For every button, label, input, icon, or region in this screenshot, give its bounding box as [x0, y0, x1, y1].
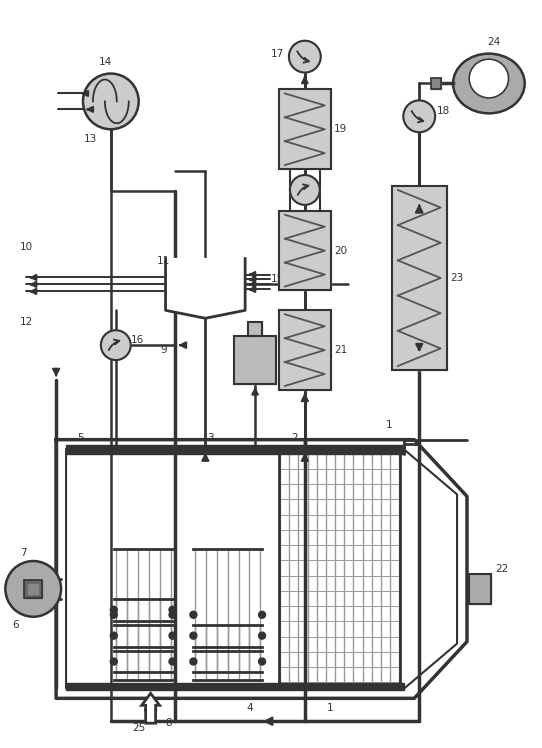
Bar: [392, 186, 447, 370]
Text: 23: 23: [450, 273, 463, 283]
Circle shape: [190, 632, 197, 639]
Text: 18: 18: [436, 106, 450, 117]
Bar: [279, 211, 331, 290]
Bar: [234, 336, 276, 384]
Text: 8: 8: [165, 718, 172, 729]
Ellipse shape: [453, 54, 525, 114]
Circle shape: [290, 175, 320, 205]
Circle shape: [289, 40, 321, 73]
Text: 21: 21: [334, 345, 347, 355]
Text: 5: 5: [78, 432, 85, 443]
Bar: [248, 322, 262, 336]
Bar: [66, 684, 404, 690]
Bar: [28, 584, 38, 594]
Bar: [431, 78, 441, 90]
Bar: [469, 574, 491, 604]
Ellipse shape: [469, 59, 508, 98]
Bar: [279, 90, 331, 169]
Polygon shape: [56, 440, 467, 699]
Text: 1: 1: [326, 703, 333, 714]
Bar: [279, 310, 331, 390]
FancyArrow shape: [141, 693, 159, 723]
Bar: [234, 336, 276, 384]
Text: 25: 25: [132, 723, 145, 733]
Circle shape: [111, 611, 117, 619]
Circle shape: [169, 611, 176, 619]
Text: 17: 17: [270, 49, 283, 58]
Text: 12: 12: [20, 317, 33, 328]
Circle shape: [169, 607, 176, 613]
Text: 22: 22: [495, 564, 508, 574]
Text: 10: 10: [20, 242, 33, 251]
Bar: [24, 580, 42, 598]
Bar: [24, 580, 42, 598]
Text: 13: 13: [85, 134, 98, 144]
Circle shape: [259, 658, 266, 665]
Text: 7: 7: [20, 548, 27, 558]
Bar: [392, 186, 447, 370]
Circle shape: [190, 658, 197, 665]
Circle shape: [259, 632, 266, 639]
Text: 24: 24: [487, 37, 500, 46]
Circle shape: [111, 632, 117, 639]
Bar: [66, 444, 404, 453]
Polygon shape: [165, 259, 245, 319]
Circle shape: [190, 611, 197, 619]
Bar: [248, 322, 262, 336]
Text: 15: 15: [270, 275, 283, 284]
Text: 1: 1: [386, 420, 393, 430]
Circle shape: [169, 632, 176, 639]
Bar: [279, 90, 331, 169]
Bar: [469, 574, 491, 604]
Text: 19: 19: [334, 124, 347, 134]
Circle shape: [111, 607, 117, 613]
Circle shape: [5, 561, 61, 617]
Text: 4: 4: [247, 703, 254, 714]
Circle shape: [169, 658, 176, 665]
Text: 3: 3: [207, 432, 214, 443]
Circle shape: [259, 611, 266, 619]
Bar: [431, 78, 441, 90]
Text: 16: 16: [131, 335, 144, 345]
Circle shape: [403, 100, 435, 132]
Polygon shape: [66, 450, 457, 688]
Bar: [279, 211, 331, 290]
Text: 2: 2: [292, 432, 298, 443]
Text: 9: 9: [160, 345, 167, 355]
Bar: [279, 310, 331, 390]
Circle shape: [83, 73, 139, 129]
Text: 6: 6: [12, 619, 18, 630]
Circle shape: [101, 330, 131, 360]
Text: 11: 11: [157, 256, 170, 266]
Circle shape: [111, 658, 117, 665]
Text: 14: 14: [99, 57, 113, 67]
Text: 20: 20: [334, 245, 347, 256]
